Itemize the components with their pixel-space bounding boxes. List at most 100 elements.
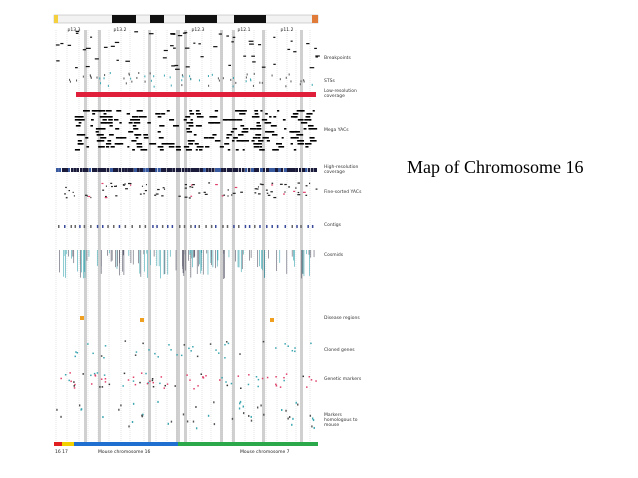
genetic-marker [308,375,311,378]
genetic-marker [145,372,147,375]
mega-yac-mark [190,119,193,121]
sts-mark [181,79,183,82]
high-res-mark [233,168,237,172]
breakpoint-mark [82,49,87,51]
contig-mark [156,225,158,228]
mega-yac-mark [185,116,191,118]
band-label: p12.3 [191,28,205,33]
cloned-gene-mark [183,344,186,346]
high-res-mark [272,168,276,172]
mega-yac-mark [82,110,90,112]
mega-yac-mark [108,119,113,121]
mega-yac-mark [219,146,224,148]
contig-mark [190,225,192,228]
mega-yac-mark [238,134,244,136]
fine-yac-mark [259,183,262,185]
fine-yac-mark [157,188,160,191]
high-res-mark [275,168,279,172]
mega-yac-mark [102,119,107,121]
mouse-marker [186,420,189,423]
contig-mark [152,225,154,228]
contig-mark [307,225,309,228]
genetic-marker [237,375,240,377]
genetic-marker [193,387,195,390]
cloned-gene-mark [262,340,265,343]
breakpoint-mark [251,55,255,57]
guide-column [148,30,151,442]
fine-yac-mark [208,182,211,184]
genetic-marker [132,376,135,378]
genetic-marker [60,377,62,380]
mega-yac-mark [99,128,106,130]
fine-yac-mark [231,194,233,196]
high-res-mark [269,168,273,172]
breakpoint-mark [198,43,201,45]
breakpoint-mark [218,33,222,35]
genetic-marker [99,386,101,388]
fine-yac-mark [257,186,259,188]
high-res-mark [263,168,266,172]
sts-mark [222,77,224,80]
fine-yac-mark [265,189,268,191]
mega-yac-mark [105,110,112,112]
high-res-mark [302,168,306,172]
fine-yac-mark [256,188,259,190]
sts-mark [125,82,127,85]
mega-yac-mark [193,134,197,136]
ideogram-band [150,15,164,23]
high-res-mark [83,168,87,172]
ideogram-right-cap [312,15,318,23]
mega-yac-mark [310,140,317,142]
mouse-marker [118,408,120,411]
fine-yac-mark [105,185,108,187]
mega-yac-mark [168,146,175,148]
fine-yac-mark [161,195,164,197]
mouse-bar-red [54,442,62,446]
sts-mark [190,78,192,81]
breakpoint-mark [171,65,176,67]
genetic-marker [230,382,233,385]
high-res-mark [65,168,69,172]
contig-mark [70,225,73,228]
mega-yac-mark [140,149,148,151]
mega-yac-mark [119,122,122,124]
fine-yac-mark [223,194,226,196]
mega-yac-mark [130,119,134,121]
mega-yac-mark [275,143,282,145]
cloned-gene-mark [310,342,312,345]
breakpoint-mark [148,33,154,35]
sts-mark [144,75,146,78]
mega-yac-mark [307,125,314,127]
mega-yac-mark [105,122,110,124]
genetic-marker [73,385,75,387]
fine-yac-mark [65,186,67,189]
sts-mark [208,84,210,87]
mega-yac-mark [194,143,199,145]
high-res-mark [98,168,102,172]
fine-yac-mark [191,186,194,188]
mega-yac-mark [114,119,119,121]
genetic-marker [73,381,75,383]
guide-column [262,30,265,442]
breakpoint-mark [172,47,176,49]
high-res-mark [62,168,66,172]
high-res-mark [212,168,215,172]
mega-yac-mark [240,110,245,112]
contig-mark [171,225,174,228]
breakpoint-mark [273,63,276,65]
breakpoint-mark [252,61,256,63]
sts-mark [138,72,140,75]
sts-mark [149,72,151,75]
contig-mark [284,225,287,228]
breakpoint-mark [75,30,80,33]
mega-yac-mark [90,125,93,127]
mega-yac-mark [136,134,140,136]
mega-yac-mark [161,113,166,115]
guide-column [184,30,187,442]
mega-yac-mark [278,146,285,148]
mega-yac-mark [132,149,135,151]
fine-yac-mark [284,183,287,186]
mega-yac-mark [159,149,164,151]
mega-yac-mark [105,116,112,118]
mega-yac-mark [115,137,120,139]
